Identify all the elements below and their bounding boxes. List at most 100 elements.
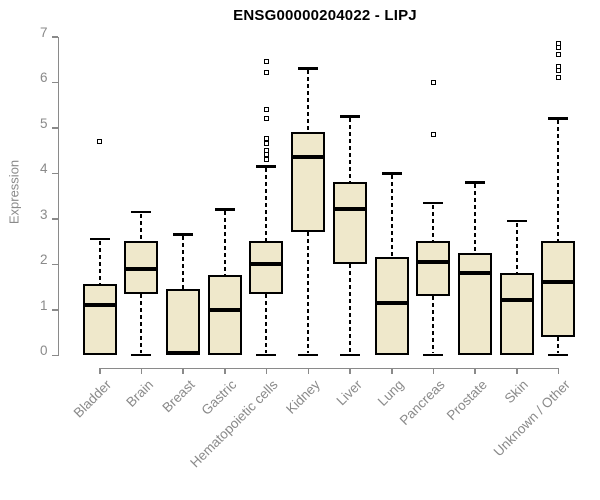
upper-whisker-line: [307, 70, 310, 133]
box-rect: [207, 275, 242, 355]
outlier-point: [263, 115, 269, 121]
median-line: [124, 266, 159, 271]
upper-whisker-cap: [214, 208, 235, 211]
upper-whisker-cap: [89, 237, 110, 241]
x-tick: [99, 367, 101, 374]
box-rect: [249, 241, 284, 294]
outlier-point: [430, 131, 436, 137]
x-tick: [349, 367, 351, 374]
upper-whisker-line: [98, 240, 101, 285]
x-tick-label: Pancreas: [396, 376, 448, 428]
lower-whisker-line: [140, 293, 143, 353]
outlier-point: [263, 70, 269, 76]
x-tick: [516, 367, 518, 374]
x-tick-label: Liver: [333, 376, 365, 408]
upper-whisker-line: [181, 236, 184, 290]
outlier-point: [555, 40, 561, 46]
upper-whisker-cap: [298, 67, 319, 70]
x-tick-label: Unknown / Other: [490, 376, 574, 459]
box-rect: [332, 182, 367, 264]
upper-whisker-cap: [423, 201, 444, 205]
upper-whisker-line: [557, 120, 560, 242]
lower-whisker-cap: [298, 353, 319, 356]
x-tick: [391, 367, 393, 374]
upper-whisker-line: [348, 118, 351, 183]
y-tick-label: 0: [39, 343, 48, 358]
median-line: [249, 262, 284, 266]
lower-whisker-cap: [131, 353, 152, 356]
upper-whisker-cap: [131, 210, 152, 214]
outlier-point: [263, 59, 269, 65]
median-line: [82, 302, 117, 307]
x-axis-line: [99, 367, 560, 369]
x-tick: [432, 367, 435, 374]
x-tick-label: Gastric: [198, 376, 240, 418]
box-rect: [457, 252, 492, 355]
x-tick-label: Bladder: [70, 376, 115, 421]
box-rect: [82, 284, 117, 355]
upper-whisker-cap: [256, 165, 277, 168]
x-tick: [557, 367, 560, 374]
median-line: [207, 307, 242, 312]
y-tick-label: 3: [39, 206, 48, 222]
outlier-point: [263, 106, 269, 112]
median-line: [374, 300, 409, 305]
median-line: [541, 280, 576, 285]
y-tick: [51, 127, 58, 129]
lower-whisker-cap: [423, 353, 444, 356]
x-tick: [474, 367, 476, 374]
outlier-point: [263, 147, 269, 153]
outlier-point: [555, 45, 561, 51]
median-line: [457, 271, 492, 276]
lower-whisker-cap: [339, 353, 360, 356]
upper-whisker-line: [473, 184, 476, 253]
outlier-point: [263, 140, 269, 146]
median-line: [332, 207, 367, 212]
outlier-point: [263, 156, 269, 162]
y-tick-label: 1: [39, 297, 48, 313]
y-axis-line: [57, 36, 59, 356]
y-tick: [51, 263, 58, 265]
upper-whisker-cap: [506, 219, 527, 223]
outlier-point: [263, 152, 269, 158]
lower-whisker-line: [432, 295, 435, 353]
box-rect: [374, 257, 409, 355]
outlier-point: [263, 136, 269, 142]
upper-whisker-line: [515, 222, 518, 274]
median-line: [291, 155, 326, 160]
box-rect: [541, 241, 576, 337]
upper-whisker-cap: [548, 117, 569, 120]
upper-whisker-cap: [464, 181, 485, 184]
x-tick: [307, 367, 310, 374]
y-tick-label: 4: [39, 161, 48, 176]
lower-whisker-cap: [256, 353, 277, 356]
upper-whisker-line: [223, 211, 226, 276]
upper-whisker-line: [390, 175, 393, 258]
upper-whisker-cap: [339, 115, 360, 118]
outlier-point: [555, 52, 561, 58]
upper-whisker-line: [432, 204, 435, 242]
lower-whisker-line: [557, 336, 560, 353]
x-tick-label: Brain: [122, 376, 156, 410]
x-tick: [224, 367, 226, 374]
x-tick: [265, 367, 268, 374]
outlier-point: [555, 63, 561, 69]
lower-whisker-line: [348, 264, 351, 353]
lower-whisker-line: [307, 232, 310, 353]
upper-whisker-line: [140, 213, 143, 242]
y-tick: [51, 36, 58, 38]
box-rect: [165, 289, 200, 355]
box-rect: [499, 273, 534, 355]
y-axis-label: Expression: [6, 159, 22, 225]
upper-whisker-cap: [381, 172, 402, 175]
x-tick: [140, 367, 143, 374]
x-tick-label: Kidney: [282, 376, 323, 417]
y-tick-label: 2: [39, 252, 48, 267]
chart-title: ENSG00000204022 - LIPJ: [233, 7, 417, 24]
upper-whisker-line: [265, 168, 268, 242]
median-line: [416, 259, 451, 264]
lower-whisker-line: [265, 293, 268, 353]
y-tick-label: 6: [39, 70, 48, 85]
y-tick: [51, 172, 58, 174]
